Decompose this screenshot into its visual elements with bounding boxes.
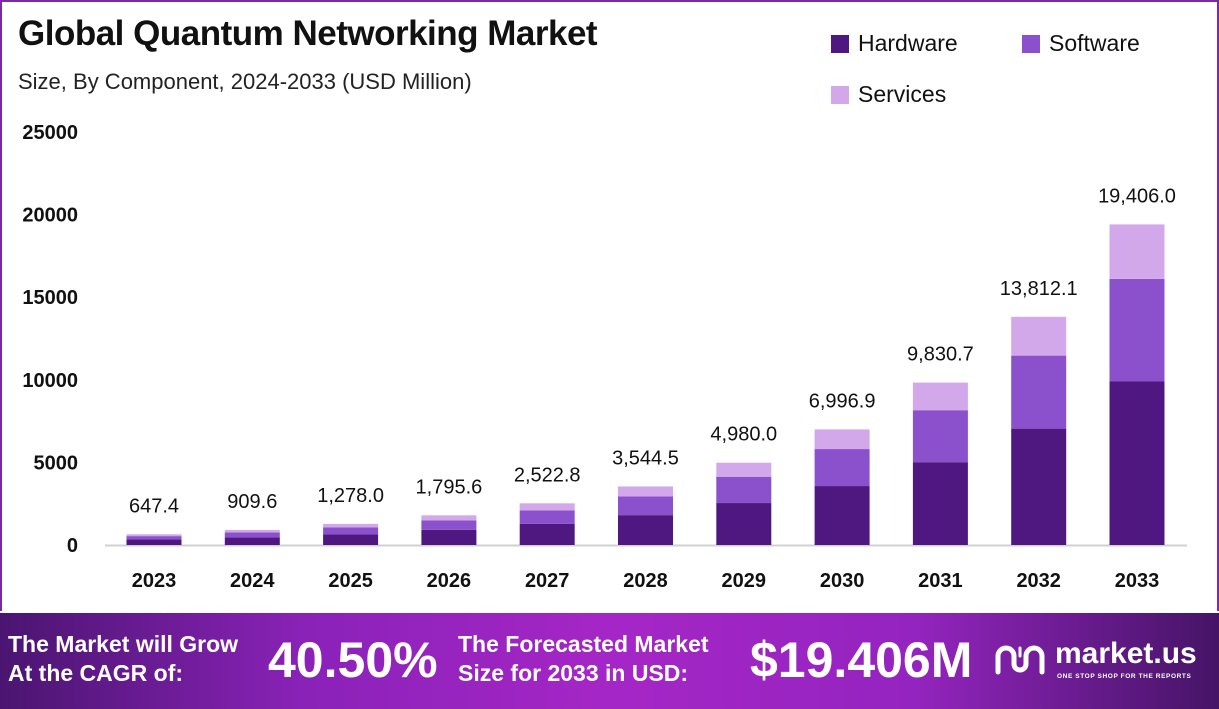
cagr-label-line2: At the CAGR of: bbox=[8, 660, 184, 686]
data-label-total-2024: 909.6 bbox=[227, 491, 277, 513]
data-label-total-2027: 2,522.8 bbox=[514, 464, 581, 486]
x-tick-label-2025: 2025 bbox=[328, 570, 373, 592]
legend-swatch-hardware bbox=[831, 34, 849, 53]
y-tick-label: 5000 bbox=[34, 452, 79, 474]
data-label-total-2026: 1,795.6 bbox=[416, 476, 483, 498]
data-label-total-2031: 9,830.7 bbox=[907, 344, 974, 366]
bar-segment-software-2029 bbox=[716, 476, 772, 504]
bar-segment-services-2031 bbox=[912, 382, 968, 411]
chart-subtitle: Size, By Component, 2024-2033 (USD Milli… bbox=[18, 69, 472, 94]
x-tick-label-2031: 2031 bbox=[918, 570, 963, 592]
x-tick-label-2028: 2028 bbox=[623, 570, 668, 592]
legend-swatch-services bbox=[831, 85, 849, 104]
y-tick-label: 0 bbox=[67, 535, 78, 557]
y-tick-label: 20000 bbox=[22, 205, 78, 227]
forecast-label-line1: The Forecasted Market bbox=[458, 631, 709, 657]
chart-title: Global Quantum Networking Market bbox=[18, 14, 598, 53]
bar-segment-hardware-2026 bbox=[421, 529, 477, 545]
bar-segment-software-2031 bbox=[912, 410, 968, 463]
forecast-value: $19.406M bbox=[750, 632, 973, 688]
x-tick-label-2024: 2024 bbox=[230, 570, 275, 592]
bar-segment-services-2025 bbox=[323, 523, 379, 528]
bar-segment-services-2023 bbox=[126, 534, 182, 537]
data-label-total-2030: 6,996.9 bbox=[809, 390, 876, 412]
legend-item-hardware: Hardware bbox=[831, 30, 958, 57]
bar-segment-software-2030 bbox=[814, 449, 870, 487]
chart-frame bbox=[0, 0, 1219, 611]
cagr-label: The Market will Grow At the CAGR of: bbox=[8, 630, 238, 688]
data-label-total-2032: 13,812.1 bbox=[1000, 278, 1078, 300]
bar-segment-services-2030 bbox=[814, 429, 870, 450]
bar-segment-services-2029 bbox=[716, 462, 772, 477]
y-tick-label: 10000 bbox=[22, 370, 78, 392]
bar-segment-hardware-2032 bbox=[1011, 428, 1067, 545]
bar-segment-services-2027 bbox=[519, 503, 575, 511]
bar-segment-services-2024 bbox=[224, 529, 280, 533]
bar-segment-hardware-2027 bbox=[519, 523, 575, 545]
bar-segment-hardware-2031 bbox=[912, 462, 968, 545]
bar-segment-services-2028 bbox=[618, 486, 673, 497]
bar-segment-services-2032 bbox=[1011, 316, 1067, 356]
bar-segment-hardware-2029 bbox=[716, 503, 772, 545]
x-tick-label-2023: 2023 bbox=[132, 570, 177, 592]
bar-segment-hardware-2033 bbox=[1109, 381, 1165, 545]
legend-item-software: Software bbox=[1022, 30, 1140, 57]
bar-segment-hardware-2025 bbox=[323, 534, 379, 545]
cagr-value: 40.50% bbox=[268, 632, 438, 688]
legend-swatch-software bbox=[1022, 34, 1040, 53]
x-tick-label-2033: 2033 bbox=[1115, 570, 1160, 592]
bar-segment-software-2028 bbox=[618, 496, 673, 516]
bar-segment-software-2027 bbox=[519, 510, 575, 524]
bar-segment-hardware-2028 bbox=[618, 515, 673, 545]
y-tick-label: 25000 bbox=[22, 122, 78, 144]
data-label-total-2028: 3,544.5 bbox=[612, 447, 679, 469]
bar-segment-software-2024 bbox=[224, 532, 280, 538]
data-label-total-2033: 19,406.0 bbox=[1098, 185, 1176, 207]
stacked-bar-chart: 0 5000 10000 15000 20000 25000 647.4 2023 909.6 2… bbox=[22, 122, 1187, 592]
bar-segment-hardware-2030 bbox=[814, 486, 870, 545]
x-tick-label-2030: 2030 bbox=[820, 570, 865, 592]
legend-label-software: Software bbox=[1049, 30, 1140, 56]
bar-segment-services-2033 bbox=[1109, 224, 1165, 279]
cagr-label-line1: The Market will Grow bbox=[8, 631, 239, 657]
data-label-total-2025: 1,278.0 bbox=[317, 485, 384, 507]
bar-segment-software-2033 bbox=[1109, 278, 1165, 382]
market-us-logo-icon bbox=[995, 645, 1045, 675]
bar-segment-hardware-2024 bbox=[224, 537, 280, 545]
y-tick-label: 15000 bbox=[22, 287, 78, 309]
bar-segment-software-2025 bbox=[323, 527, 379, 535]
bar-segment-hardware-2023 bbox=[126, 539, 182, 545]
forecast-label-line2: Size for 2033 in USD: bbox=[458, 660, 689, 686]
x-tick-label-2029: 2029 bbox=[722, 570, 767, 592]
legend-label-services: Services bbox=[858, 81, 947, 107]
data-label-total-2029: 4,980.0 bbox=[710, 424, 777, 446]
brand-name: market.us bbox=[1055, 637, 1197, 670]
forecast-label: The Forecasted Market Size for 2033 in U… bbox=[458, 630, 709, 688]
x-tick-label-2027: 2027 bbox=[525, 570, 570, 592]
x-tick-label-2026: 2026 bbox=[427, 570, 472, 592]
summary-banner: The Market will Grow At the CAGR of: 40.… bbox=[0, 613, 1219, 709]
bar-segment-software-2023 bbox=[126, 536, 182, 540]
legend-label-hardware: Hardware bbox=[858, 30, 958, 56]
brand-tagline: ONE STOP SHOP FOR THE REPORTS bbox=[1057, 673, 1192, 680]
legend-item-services: Services bbox=[831, 81, 946, 108]
x-tick-label-2032: 2032 bbox=[1016, 570, 1061, 592]
bar-segment-software-2026 bbox=[421, 520, 477, 530]
data-label-total-2023: 647.4 bbox=[129, 495, 179, 517]
bar-segment-services-2026 bbox=[421, 515, 477, 521]
bar-segment-software-2032 bbox=[1011, 355, 1067, 429]
